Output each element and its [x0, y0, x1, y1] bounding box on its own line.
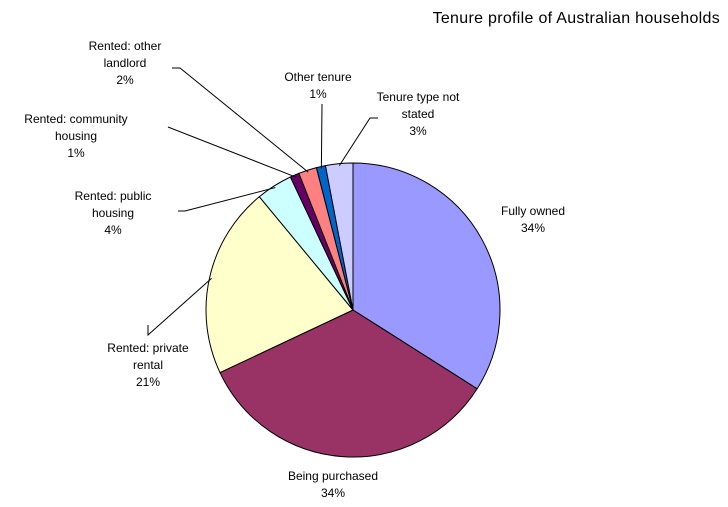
- leader-line: [320, 103, 323, 169]
- slice-value-label: 34%: [520, 221, 546, 235]
- leader-line: [167, 126, 296, 178]
- pie-slice: [352, 162, 501, 390]
- slice-value-label: 1%: [67, 146, 85, 160]
- chart-title: Tenure profile of Australian households: [432, 10, 720, 27]
- slice-label: Rented: other landlord: [88, 39, 162, 70]
- pie-slice: [219, 309, 478, 458]
- pie-slice: [324, 162, 354, 311]
- slice-label: Other tenure: [284, 70, 352, 84]
- slice-label: Fully owned: [500, 204, 566, 218]
- slice-label: Tenure type not stated: [376, 90, 460, 121]
- slice-label: Rented: private rental: [107, 341, 189, 372]
- pie-slice: [205, 196, 354, 374]
- slice-label: Rented: public housing: [74, 189, 152, 220]
- slice-value-label: 2%: [116, 73, 134, 87]
- slice-value-label: 1%: [309, 87, 327, 101]
- slice-label: Being purchased: [287, 469, 379, 483]
- slice-label: Rented: community housing: [24, 112, 128, 143]
- slice-value-label: 21%: [135, 375, 161, 389]
- slice-value-label: 3%: [409, 124, 427, 138]
- slice-value-label: 4%: [104, 223, 122, 237]
- slice-value-label: 34%: [320, 486, 346, 500]
- leader-line: [147, 277, 212, 337]
- leader-line: [338, 117, 378, 166]
- leader-line: [172, 67, 309, 173]
- leader-line: [178, 187, 276, 212]
